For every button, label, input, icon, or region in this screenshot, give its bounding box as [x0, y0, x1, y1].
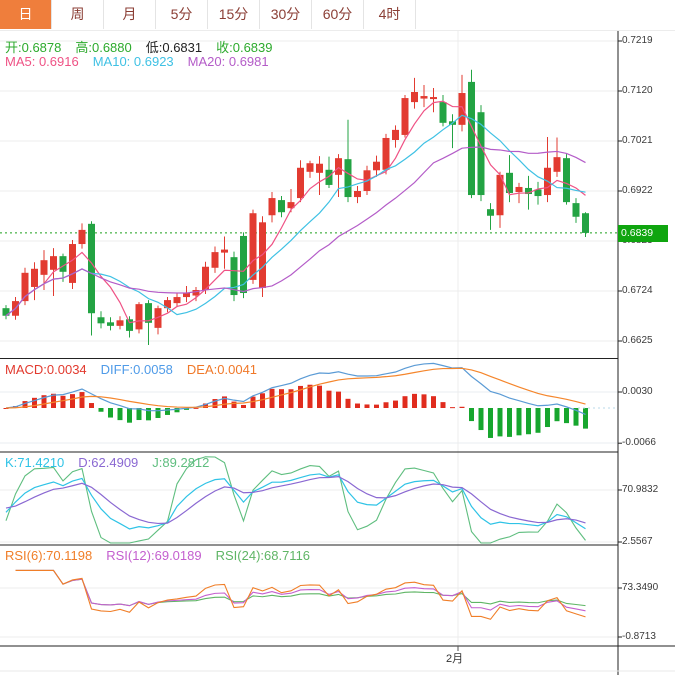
rsi-value: RSI(24):68.7116	[215, 548, 311, 563]
gridlines	[0, 31, 618, 646]
timeframe-tab[interactable]: 4时	[364, 0, 416, 29]
kdj-value: D:62.4909	[78, 455, 139, 470]
timeframe-tabbar: 日周月 5分 15分 30分 60分 4时	[0, 0, 675, 31]
macd-lines	[5, 362, 586, 415]
ma-lines	[5, 100, 586, 324]
ma-value: MA20: 0.6981	[187, 54, 269, 69]
macd-value: MACD:0.0034	[5, 362, 87, 377]
macd-value: DEA:0.0041	[186, 362, 258, 377]
timeframe-tab[interactable]: 日	[0, 0, 52, 29]
kdj-value: J:89.2812	[152, 455, 210, 470]
timeframe-tab[interactable]: 30分	[260, 0, 312, 29]
rsi-header: RSI(6):70.1198 RSI(12):69.0189 RSI(24):68.…	[5, 548, 310, 563]
price-axis-label: 0.7021	[622, 135, 653, 146]
timeframe-tab[interactable]: 5分	[156, 0, 208, 29]
kdj-header: K:71.4210 D:62.4909 J:89.2812	[5, 455, 209, 470]
ma-value: MA5: 0.6916	[5, 54, 79, 69]
price-axis-label: 0.6724	[622, 285, 653, 296]
rsi-lines	[15, 569, 586, 620]
timeframe-tab[interactable]: 60分	[312, 0, 364, 29]
ma-header: MA5: 0.6916 MA10: 0.6923 MA20: 0.6981	[5, 54, 269, 69]
macd-axis-label: 0.0030	[622, 386, 653, 397]
timeframe-tab[interactable]: 月	[104, 0, 156, 29]
ohlc-value: 收:0.6839	[216, 40, 273, 55]
macd-histogram	[3, 384, 618, 438]
price-axis-label: 0.7120	[622, 85, 653, 96]
rsi-value: RSI(6):70.1198	[5, 548, 93, 563]
timeframe-tab[interactable]: 15分	[208, 0, 260, 29]
ohlc-header: 开:0.6878 高:0.6880 低:0.6831 收:0.6839	[5, 37, 273, 56]
ohlc-value: 高:0.6880	[75, 40, 132, 55]
rsi-axis-label: 73.3490	[622, 582, 659, 593]
macd-value: DIFF:0.0058	[100, 362, 173, 377]
price-axis-label: 0.6922	[622, 185, 653, 196]
macd-axis-label: -0.0066	[622, 437, 656, 449]
kdj-lines	[5, 456, 586, 544]
ohlc-value: 开:0.6878	[5, 40, 62, 55]
macd-header: MACD:0.0034 DIFF:0.0058 DEA:0.0041	[5, 362, 257, 377]
panel-borders	[0, 31, 675, 675]
candlesticks	[2, 69, 589, 346]
rsi-axis-label: -0.8713	[622, 631, 656, 642]
kdj-axis-label: 70.9832	[622, 484, 659, 495]
kdj-value: K:71.4210	[5, 455, 65, 470]
ohlc-value: 低:0.6831	[145, 40, 203, 55]
rsi-value: RSI(12):69.0189	[106, 548, 202, 563]
timeframe-tab[interactable]: 周	[52, 0, 104, 29]
price-axis-label: 0.7219	[622, 35, 653, 46]
price-axis-label: 0.6625	[622, 335, 653, 346]
x-axis-month-label: 2月	[446, 653, 464, 665]
ma-value: MA10: 0.6923	[92, 54, 174, 69]
kdj-axis-label: 2.5567	[622, 536, 653, 547]
current-price-badge: 0.6839	[618, 224, 668, 242]
